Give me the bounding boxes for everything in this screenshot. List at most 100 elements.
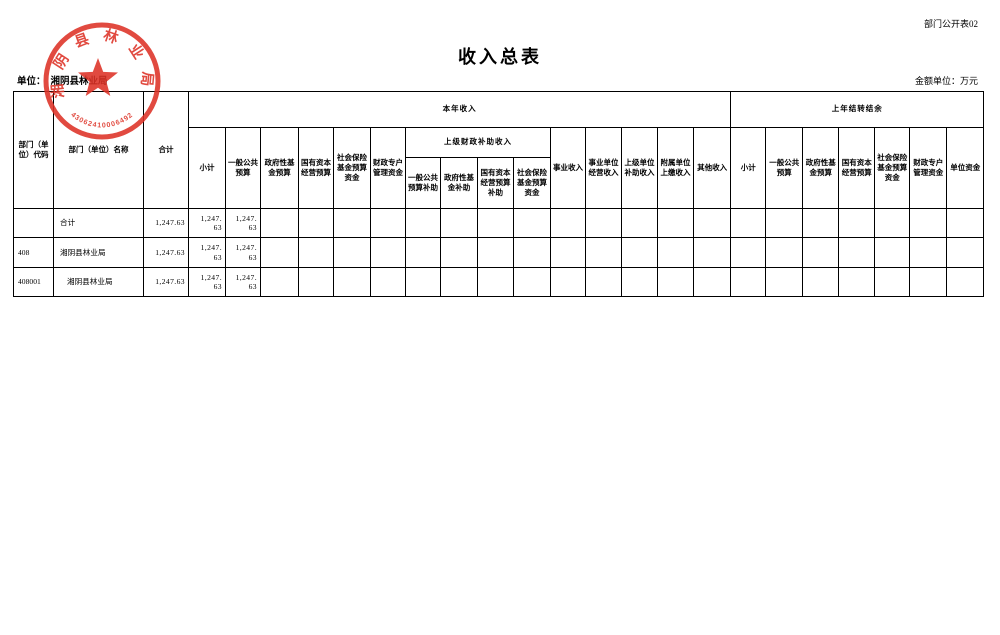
col-header-py-general-public-budget: 一般公共预算 [765,127,804,209]
cell-empty [370,267,406,297]
page-title: 收入总表 [458,47,542,67]
col-header-business-operating-income: 事业单位经营收入 [585,127,622,209]
cell-empty [657,208,694,238]
cell-empty [657,237,694,268]
cell-empty [405,208,441,238]
cell-empty [405,267,441,297]
cell-empty [550,237,586,268]
col-header-code: 部门（单位）代码 [13,91,54,209]
cell-total: 1,247.63 [143,237,189,268]
cell-empty [298,267,334,297]
cell-empty [333,237,371,268]
col-header-py-fiscal-special-account: 财政专户管理资金 [909,127,948,209]
cell-empty [477,267,514,297]
band-header-current-year-income: 本年收入 [187,91,732,128]
cell-code [13,208,54,238]
cell-empty [802,237,840,268]
unit-line: 单位： 湘阴县林业局 [17,73,108,87]
cell-empty [298,237,334,268]
col-header-cy-fiscal-special-account: 财政专户管理资金 [370,127,406,209]
cell-empty [692,237,732,268]
cell-empty [513,267,551,297]
cell-empty [874,237,911,268]
cell-empty [477,237,514,268]
col-header-name: 部门（单位）名称 [53,91,144,209]
col-header-total: 合计 [143,91,189,209]
cell-empty [838,267,876,297]
header-row-1: 部门（单位）代码 部门（单位）名称 合计 本年收入 上年结转结余 [13,91,985,209]
doc-code-label: 部门公开表02 [923,19,978,29]
cell-empty [657,267,694,297]
cell-empty [802,267,840,297]
header-row-2: 小计 一般公共预算 政府性基金预算 国有资本经营预算 社会保险基金预算资金 财政… [14,127,985,209]
cell-empty [730,237,767,268]
income-summary-table: 部门（单位）代码 部门（单位）名称 合计 本年收入 上年结转结余 小计 一般公共… [13,91,985,297]
cell-empty [550,267,586,297]
cell-empty [260,267,299,297]
col-header-subsidy-social-insurance: 社会保险基金预算资金 [513,157,551,209]
cell-empty [333,267,371,297]
col-header-cy-govt-fund-budget: 政府性基金预算 [260,127,299,209]
cell-empty [765,267,804,297]
cell-empty [440,237,478,268]
cell-empty [440,267,478,297]
amount-unit-label: 金额单位：万元 [914,76,978,86]
band-header-superior-subsidy-income: 上级财政补助收入 [405,127,551,158]
table-row-total: 合计 1,247.63 1,247. 63 1,247. 63 [13,208,985,238]
cell-empty [692,267,732,297]
cell-empty [585,267,622,297]
col-header-superior-unit-subsidy: 上级单位补助收入 [621,127,658,209]
col-header-cy-subtotal: 小计 [188,127,226,209]
cell-subtotal: 1,247. 63 [188,267,226,297]
cell-empty [730,267,767,297]
cell-code: 408 [13,237,54,268]
cell-empty [909,237,948,268]
col-header-subsidy-govt-fund: 政府性基金补助 [440,157,478,209]
cell-empty [909,267,948,297]
cell-empty [260,237,299,268]
cell-empty [477,208,514,238]
cell-empty [838,237,876,268]
col-header-subsidy-state-capital: 国有资本经营预算补助 [477,157,514,209]
col-header-py-govt-fund-budget: 政府性基金预算 [802,127,840,209]
cell-empty [874,208,911,238]
cell-name: 合计 [53,208,144,238]
cell-empty [621,237,658,268]
cell-empty [946,237,985,268]
cell-empty [765,208,804,238]
header-row-3: 一般公共预算补助 政府性基金补助 国有资本经营预算补助 社会保险基金预算资金 [14,157,984,209]
col-header-py-social-insurance-funds: 社会保险基金预算资金 [874,127,911,209]
col-header-cy-social-insurance-funds: 社会保险基金预算资金 [333,127,371,209]
cell-empty [550,208,586,238]
col-header-cy-state-capital-budget: 国有资本经营预算 [298,127,334,209]
col-header-other-income: 其他收入 [692,127,732,209]
cell-empty [946,267,985,297]
col-header-cy-general-public-budget: 一般公共预算 [225,127,261,209]
cell-empty [513,237,551,268]
cell-empty [621,208,658,238]
cell-code: 408001 [13,267,54,297]
cell-empty [298,208,334,238]
cell-empty [370,208,406,238]
cell-empty [838,208,876,238]
cell-empty [692,208,732,238]
unit-name: 湘阴县林业局 [50,77,108,87]
cell-general-public-budget: 1,247. 63 [225,208,261,238]
table-row-408001: 408001 湘阴县林业局 1,247.63 1,247. 63 1,247. … [13,267,985,297]
table-row-408: 408 湘阴县林业局 1,247.63 1,247. 63 1,247. 63 [13,237,985,268]
col-header-affiliated-remit: 附属单位上缴收入 [657,127,694,209]
cell-empty [440,208,478,238]
col-header-py-state-capital-budget: 国有资本经营预算 [838,127,876,209]
cell-total: 1,247.63 [143,267,189,297]
unit-label: 单位： [17,77,46,87]
cell-empty [946,208,985,238]
cell-subtotal: 1,247. 63 [188,208,226,238]
cell-empty [765,237,804,268]
cell-empty [730,208,767,238]
cell-empty [874,267,911,297]
band-header-prev-year-carryover: 上年结转结余 [730,91,985,128]
cell-empty [260,208,299,238]
cell-empty [333,208,371,238]
cell-empty [585,237,622,268]
